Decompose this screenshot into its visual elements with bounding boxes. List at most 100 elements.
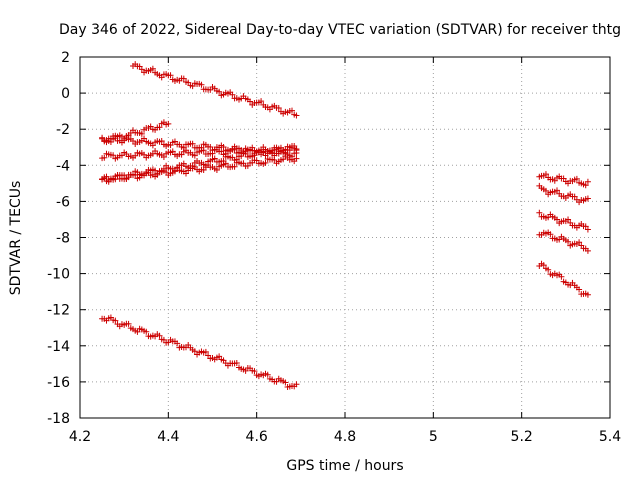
data-point <box>293 381 300 388</box>
data-point <box>191 152 198 159</box>
data-point <box>198 81 205 88</box>
data-point <box>216 353 223 360</box>
data-point <box>167 72 174 79</box>
data-point <box>540 262 547 269</box>
data-point <box>547 231 554 238</box>
data-point <box>112 317 119 324</box>
data-point <box>536 209 543 216</box>
data-point <box>165 120 172 127</box>
data-point <box>231 163 238 170</box>
y-tick-label: 0 <box>61 86 70 102</box>
data-point <box>171 168 178 175</box>
series-s1 <box>130 61 300 119</box>
data-point <box>584 291 591 298</box>
data-point <box>258 98 265 105</box>
series-s6 <box>99 153 300 185</box>
data-point <box>200 147 207 154</box>
data-point <box>213 166 220 173</box>
data-point <box>565 238 572 245</box>
data-point <box>132 152 139 159</box>
data-point <box>545 266 552 273</box>
data-point <box>156 332 163 339</box>
data-point <box>220 144 227 151</box>
data-point <box>189 140 196 147</box>
data-point <box>584 247 591 254</box>
x-tick-label: 4.6 <box>246 429 268 445</box>
series-s10 <box>536 209 591 233</box>
series-s2 <box>99 119 172 146</box>
y-tick-label: -8 <box>56 231 70 247</box>
data-point <box>249 147 256 154</box>
y-tick-label: -14 <box>47 339 70 355</box>
grid-lines <box>80 57 610 418</box>
axis-ticks <box>79 56 611 419</box>
y-tick-label: -6 <box>56 194 70 210</box>
data-point <box>138 130 145 137</box>
data-point <box>554 187 560 194</box>
data-point <box>141 135 148 142</box>
data-point <box>163 169 170 176</box>
y-axis-label: SDTVAR / TECUs <box>8 181 24 296</box>
chart-title: Day 346 of 2022, Sidereal Day-to-day VTE… <box>59 22 621 38</box>
data-markers <box>99 61 591 390</box>
x-tick-label: 5.4 <box>599 429 621 445</box>
data-point <box>207 143 214 150</box>
x-tick-label: 5 <box>429 429 438 445</box>
data-point <box>542 171 549 178</box>
data-point <box>582 223 589 230</box>
data-point <box>293 112 300 119</box>
data-point <box>205 352 212 359</box>
data-point <box>134 328 141 335</box>
data-point <box>229 91 236 98</box>
data-point <box>573 175 580 182</box>
data-point <box>560 175 567 182</box>
data-point <box>576 286 583 293</box>
data-point <box>571 193 578 200</box>
series-s12 <box>536 260 591 298</box>
data-point <box>293 155 300 162</box>
data-point <box>231 146 238 153</box>
data-point <box>99 134 106 141</box>
data-point <box>584 178 591 185</box>
data-point <box>123 175 130 182</box>
series-s9 <box>536 182 591 206</box>
data-point <box>271 157 278 164</box>
data-point <box>143 328 150 335</box>
series-s7 <box>99 314 300 390</box>
data-point <box>158 137 165 144</box>
y-tick-label: -16 <box>47 375 70 391</box>
data-point <box>160 153 167 160</box>
data-point <box>253 157 260 164</box>
x-tick-label: 4.4 <box>157 429 179 445</box>
data-point <box>262 159 269 166</box>
data-point <box>149 65 156 72</box>
y-tick-label: -4 <box>56 158 70 174</box>
y-tick-label: 2 <box>61 50 70 66</box>
data-point <box>264 371 271 378</box>
data-point <box>105 178 112 185</box>
data-point <box>202 348 209 355</box>
y-tick-label: -2 <box>56 122 70 138</box>
x-tick-label: 4.2 <box>69 429 91 445</box>
series-s8 <box>536 171 591 189</box>
data-point <box>149 142 156 149</box>
data-point <box>282 379 289 386</box>
data-point <box>211 155 218 162</box>
data-point <box>584 226 591 233</box>
data-point <box>138 66 145 73</box>
data-point <box>169 148 176 155</box>
data-point <box>558 273 565 280</box>
data-point <box>542 187 549 194</box>
data-point <box>247 98 254 105</box>
series-s11 <box>536 229 591 254</box>
data-point <box>141 172 148 179</box>
y-tick-label: -18 <box>47 411 70 427</box>
data-point <box>584 195 591 202</box>
data-point <box>114 172 121 179</box>
data-point <box>293 147 300 154</box>
data-point <box>233 359 240 366</box>
data-point <box>183 170 189 177</box>
data-point <box>222 160 229 167</box>
data-point <box>110 152 117 159</box>
